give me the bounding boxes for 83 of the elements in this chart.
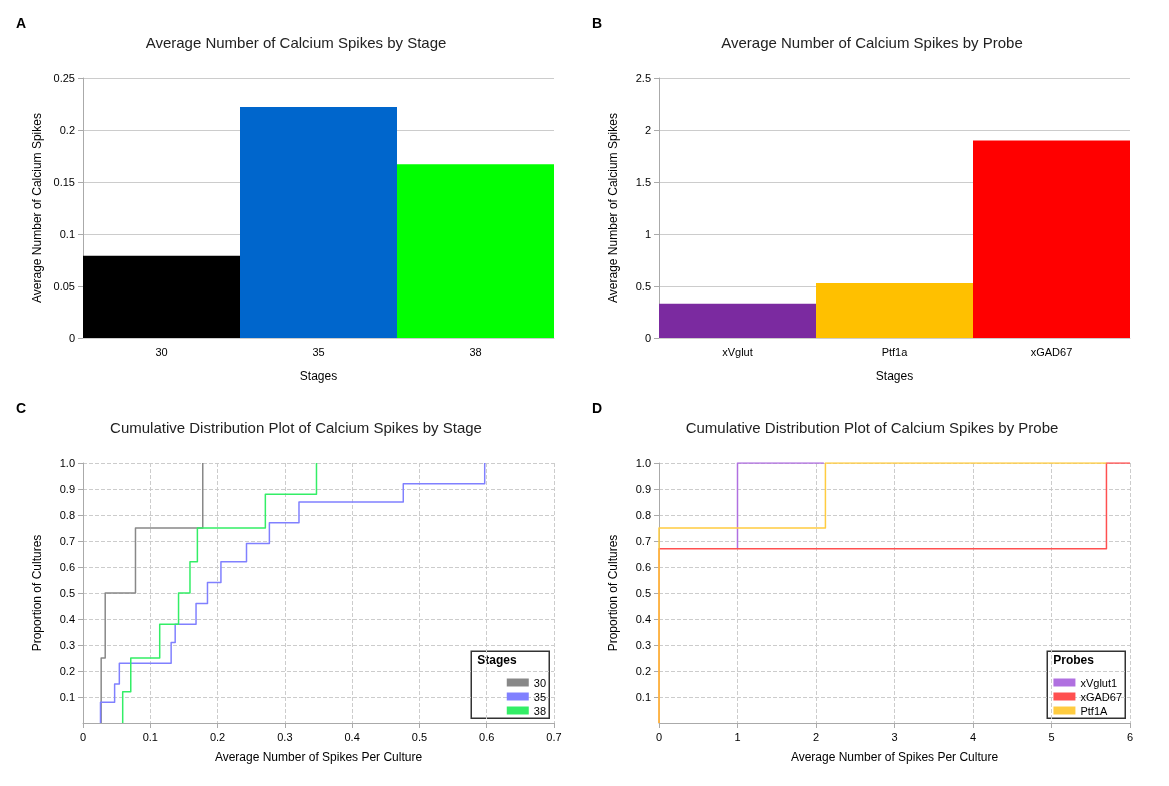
y-tick-label: 0.8 [59,509,75,521]
y-tick-label: 0.1 [59,691,75,703]
x-tick-label: 2 [812,730,820,743]
bar [397,164,554,338]
x-tick-label: 0.4 [344,730,360,743]
text: D [592,400,603,416]
y-tick-label: 0 [644,332,651,344]
y-tick-label: 0.5 [635,587,651,599]
y-tick-label: 0.5 [635,280,651,292]
legend-label: 35 [533,690,547,703]
y-tick-label: 0.5 [59,587,75,599]
y-tick-label: 0.15 [53,176,75,188]
chart-title: Average Number of Calcium Spikes by Stage [145,34,447,51]
x-tick-label: 0.1 [142,730,158,743]
chart-title: Cumulative Distribution Plot of Calcium Spikes by Probe [685,419,1059,436]
text: B [592,15,603,31]
bar [83,255,240,338]
y-tick-label: 0.3 [59,639,75,651]
y-tick-label: 0.1 [635,691,651,703]
y-tick-label: 0.2 [59,124,75,136]
y-tick-label: 0.7 [59,535,75,547]
x-axis-title: Stages [299,369,338,383]
y-axis-title: Average Number of Calcium Spikes [606,113,620,303]
y-tick-label: 0.6 [635,561,651,573]
y-tick-label: 0.6 [59,561,75,573]
x-tick-label: 0.6 [479,730,495,743]
y-tick-label: 0.9 [635,483,651,495]
y-tick-label: 0 [68,332,75,344]
chart-title: Average Number of Calcium Spikes by Probe [721,34,1023,51]
x-tick-label: 0 [79,730,87,743]
y-tick-label: 0.8 [635,509,651,521]
x-axis-title: Average Number of Spikes Per Culture [214,750,423,764]
x-tick-label: 0.7 [546,730,562,743]
chart-title: Cumulative Distribution Plot of Calcium Spikes by Stage [110,419,482,436]
x-tick-label: 35 [312,345,325,358]
legend-label: 30 [533,676,547,689]
text: C [16,400,27,416]
x-tick-label: 3 [891,730,898,743]
y-tick-label: 1.0 [635,457,651,469]
x-tick-label: Ptf1a [881,345,909,358]
x-tick-label: 0.2 [209,730,226,743]
legend-label: xVglut1 [1080,676,1118,689]
y-tick-label: 1.0 [59,457,75,469]
x-tick-label: 5 [1048,730,1055,743]
y-tick-label: 0.05 [53,280,75,292]
x-tick-label: 0 [655,730,663,743]
y-tick-label: 0.3 [635,639,651,651]
x-axis-title: Average Number of Spikes Per Culture [790,750,999,764]
bar [816,282,973,338]
x-tick-label: 38 [469,345,482,358]
text: A [16,15,27,31]
x-tick-label: 4 [969,730,977,743]
y-tick-label: 0.4 [59,613,75,625]
legend-title: Stages [477,653,517,668]
bar [659,303,816,338]
x-tick-label: 1 [734,730,741,743]
x-tick-label: 0.5 [411,730,428,743]
bar [240,107,397,338]
y-tick-label: 0.2 [59,665,75,677]
x-axis-title: Stages [875,369,914,383]
y-tick-label: 1.5 [635,176,651,188]
x-tick-label: xGAD67 [1030,345,1073,358]
y-axis-title: Proportion of Cultures [606,534,620,652]
legend-label: Ptf1A [1080,704,1108,717]
y-tick-label: 0.1 [59,228,75,240]
y-axis-title: Proportion of Cultures [30,534,44,652]
y-tick-label: 2 [644,124,651,136]
x-tick-label: 30 [155,345,168,358]
bar [973,140,1130,338]
x-tick-label: xVglut [722,345,753,358]
legend-label: 38 [533,704,547,717]
legend-label: xGAD67 [1080,690,1123,703]
y-tick-label: 0.7 [635,535,651,547]
x-tick-label: 0.3 [277,730,293,743]
y-tick-label: 0.4 [635,613,651,625]
y-tick-label: 0.9 [59,483,75,495]
y-tick-label: 0.2 [635,665,651,677]
x-tick-label: 6 [1126,730,1134,743]
y-axis-title: Average Number of Calcium Spikes [29,113,44,303]
y-tick-label: 2.5 [635,72,651,84]
y-tick-label: 1 [644,228,651,240]
legend-title: Probes [1053,653,1095,668]
y-tick-label: 0.25 [53,72,75,84]
